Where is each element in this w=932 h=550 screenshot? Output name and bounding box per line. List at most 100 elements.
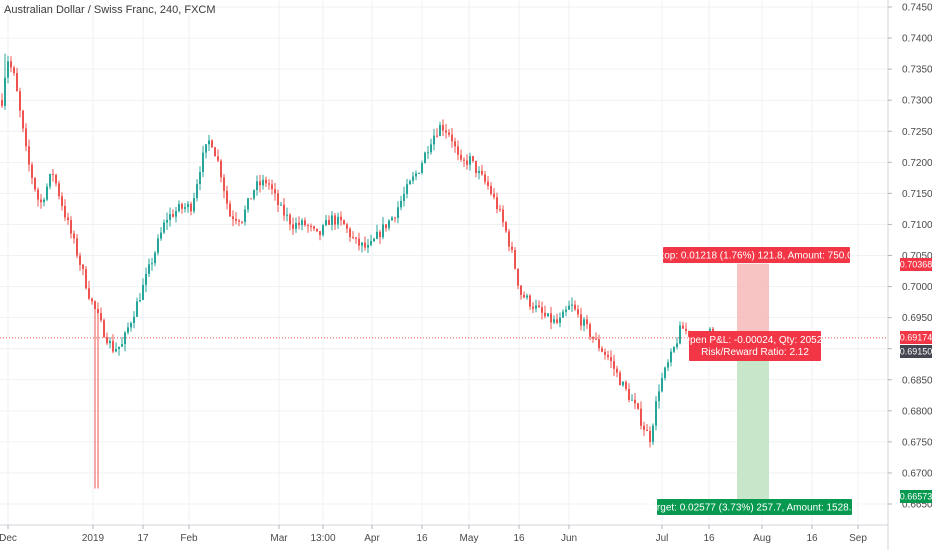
candle-body	[229, 203, 231, 217]
candle-body	[253, 190, 255, 199]
candle-body	[409, 180, 411, 185]
candle-body	[469, 156, 471, 165]
candle-body	[667, 362, 669, 368]
candle-body	[559, 317, 561, 323]
candle-body	[508, 231, 510, 247]
candle-body	[394, 217, 396, 219]
candle-body	[313, 226, 315, 229]
candle-body	[541, 307, 543, 313]
stop-label[interactable]: Stop: 0.01218 (1.76%) 121.8, Amount: 750…	[655, 247, 859, 263]
candle-body	[439, 125, 441, 137]
candle-body	[529, 295, 531, 307]
candle-body	[238, 220, 240, 222]
candle-body	[31, 164, 33, 179]
candle-body	[142, 284, 144, 300]
candle-body	[202, 152, 204, 173]
candle-body	[28, 146, 30, 165]
candle-body	[586, 319, 588, 325]
candle-body	[280, 204, 282, 206]
pnl-label-text: Open P&L: -0.00024, Qty: 20525	[682, 335, 828, 346]
candle-body	[187, 203, 189, 208]
candle-body	[370, 241, 372, 245]
x-tick-label: 17	[137, 533, 149, 544]
candle-body	[112, 340, 114, 352]
candle-body	[76, 238, 78, 256]
candle-body	[361, 242, 363, 246]
x-tick-label: Aug	[753, 533, 771, 544]
candle-body	[181, 203, 183, 209]
candle-body	[322, 225, 324, 236]
candle-body	[379, 231, 381, 238]
candle-body	[676, 343, 678, 347]
candle-body	[223, 177, 225, 191]
candle-body	[163, 222, 165, 233]
candle-body	[283, 204, 285, 216]
x-tick-label: 13:00	[310, 533, 335, 544]
candle-body	[499, 209, 501, 211]
candle-body	[610, 357, 612, 362]
candle-body	[259, 181, 261, 186]
target-label-bg	[657, 499, 852, 515]
candle-body	[316, 228, 318, 232]
candle-body	[325, 220, 327, 226]
candle-body	[364, 242, 366, 248]
candle-body	[475, 160, 477, 173]
candle-body	[235, 218, 237, 221]
candle-body	[457, 146, 459, 155]
candle-body	[274, 189, 276, 194]
candle-body	[589, 324, 591, 337]
candle-body	[208, 140, 210, 145]
candle-body	[304, 220, 306, 226]
candle-body	[115, 348, 117, 352]
candle-body	[355, 237, 357, 239]
candle-body	[295, 222, 297, 229]
candle-body	[337, 216, 339, 225]
candle-body	[400, 200, 402, 208]
candle-body	[562, 311, 564, 318]
candle-body	[538, 305, 540, 308]
candle-body	[343, 220, 345, 225]
candle-body	[511, 246, 513, 250]
candle-body	[391, 217, 393, 221]
candle-body	[217, 156, 219, 161]
candle-body	[685, 328, 687, 331]
candle-body	[205, 144, 207, 153]
candle-body	[310, 226, 312, 228]
candle-body	[151, 263, 153, 265]
pnl-label[interactable]: Open P&L: -0.00024, Qty: 20525 Risk/Rewa…	[682, 331, 828, 361]
candle-body	[79, 255, 81, 265]
candle-body	[16, 73, 18, 92]
candle-body	[544, 312, 546, 317]
candle-body	[583, 319, 585, 326]
x-tick-label: Sep	[849, 533, 867, 544]
candle-body	[496, 197, 498, 210]
stop-price-tag-text: 0.70368	[900, 260, 932, 270]
current-price-tag-text: 0.69174	[900, 333, 932, 343]
x-tick-label: 16	[416, 533, 428, 544]
candle-body	[196, 183, 198, 199]
candle-body	[373, 238, 375, 242]
target-price-tag-bg	[900, 490, 932, 503]
candle-body	[172, 214, 174, 217]
candle-body	[340, 216, 342, 221]
target-label[interactable]: Target: 0.02577 (3.73%) 257.7, Amount: 1…	[646, 499, 863, 515]
stop-price-tag: 0.70368	[900, 258, 932, 271]
candle-body	[271, 184, 273, 190]
candle-body	[250, 198, 252, 200]
candle-body	[682, 325, 684, 329]
candle-body	[454, 141, 456, 147]
candle-body	[652, 425, 654, 442]
candle-body	[493, 193, 495, 198]
candle-body	[52, 173, 54, 175]
candle-body	[523, 294, 525, 298]
candle-body	[292, 224, 294, 229]
candle-body	[4, 77, 6, 106]
candle-body	[88, 288, 90, 299]
